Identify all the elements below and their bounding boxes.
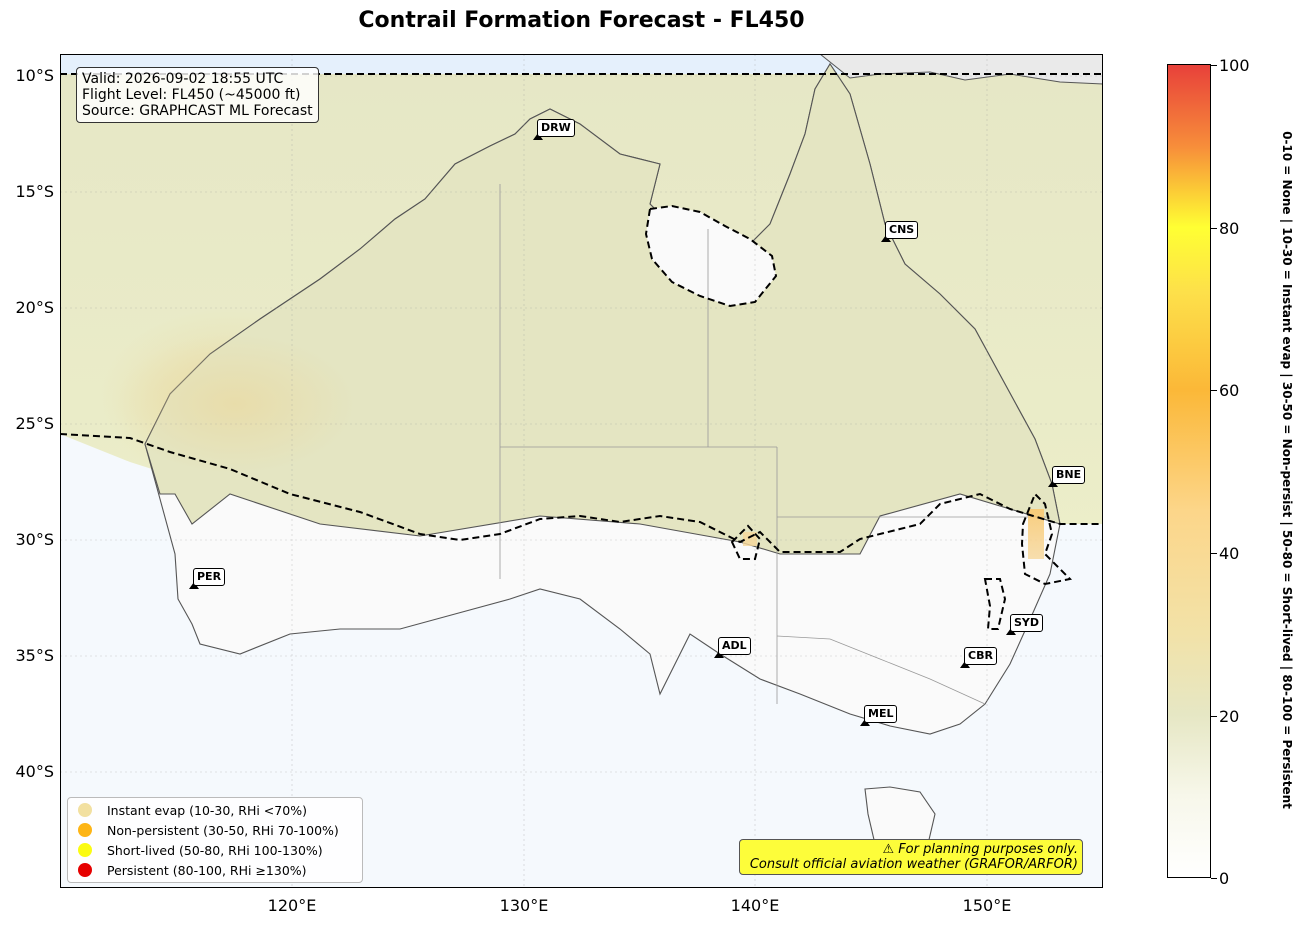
disclaimer-box: ⚠ For planning purposes only. Consult of…: [739, 839, 1083, 875]
legend-label: Non-persistent (30-50, RHi 70-100%): [107, 822, 339, 838]
colorbar-tick-80: 80: [1211, 219, 1251, 238]
forecast-hotspot: [1028, 509, 1044, 559]
city-label: CBR: [964, 647, 997, 665]
legend-label: Persistent (80-100, RHi ≥130%): [107, 862, 307, 878]
lat-label-35s: 35°S: [15, 646, 54, 665]
map-legend: Instant evap (10-30, RHi <70%) Non-persi…: [67, 797, 363, 883]
legend-dot-icon: [78, 823, 92, 837]
city-label: PER: [193, 568, 226, 586]
flight-level: Flight Level: FL450 (~45000 ft): [82, 87, 301, 103]
disclaimer-line-2: Consult official aviation weather (GRAFO…: [749, 857, 1078, 872]
city-label: SYD: [1010, 614, 1044, 632]
gulf-of-carpentaria: [646, 206, 776, 306]
city-label: DRW: [537, 119, 575, 137]
lat-label-25s: 25°S: [15, 414, 54, 433]
colorbar-axis-label: 0-10 = None | 10-30 = Instant evap | 30-…: [1280, 131, 1294, 809]
australia-north-shading: [144, 62, 1061, 555]
legend-item: Instant evap (10-30, RHi <70%): [68, 800, 362, 820]
forecast-warm-land: [115, 334, 355, 474]
colorbar-gradient: [1168, 65, 1210, 877]
map-frame: [60, 54, 1103, 888]
legend-label: Short-lived (50-80, RHi 100-130%): [107, 842, 323, 858]
lat-label-30s: 30°S: [15, 530, 54, 549]
city-label: ADL: [718, 637, 751, 655]
disclaimer-line-1: ⚠ For planning purposes only.: [882, 842, 1079, 857]
city-label: BNE: [1052, 466, 1086, 484]
lat-label-40s: 40°S: [15, 762, 54, 781]
legend-label: Instant evap (10-30, RHi <70%): [107, 802, 307, 818]
valid-time: Valid: 2026-09-02 18:55 UTC: [82, 71, 284, 87]
lon-label-120e: 120°E: [267, 896, 317, 915]
legend-item: Persistent (80-100, RHi ≥130%): [68, 860, 362, 880]
legend-item: Short-lived (50-80, RHi 100-130%): [68, 840, 362, 860]
colorbar: [1167, 64, 1211, 878]
legend-dot-icon: [78, 843, 92, 857]
lat-label-15s: 15°S: [15, 182, 54, 201]
city-label: CNS: [885, 221, 919, 239]
legend-item: Non-persistent (30-50, RHi 70-100%): [68, 820, 362, 840]
colorbar-tick-100: 100: [1211, 56, 1251, 75]
gridlines: [60, 54, 1103, 888]
colorbar-tick-0: 0: [1211, 869, 1251, 888]
map-canvas[interactable]: [60, 54, 1103, 888]
lon-label-140e: 140°E: [730, 896, 780, 915]
data-source: Source: GRAPHCAST ML Forecast: [82, 103, 313, 119]
lat-label-10s: 10°S: [15, 66, 54, 85]
lon-label-130e: 130°E: [499, 896, 549, 915]
forecast-info-box: Valid: 2026-09-02 18:55 UTC Flight Level…: [76, 67, 319, 123]
chart-title: Contrail Formation Forecast - FL450: [358, 8, 805, 33]
lat-label-20s: 20°S: [15, 298, 54, 317]
colorbar-tick-40: 40: [1211, 544, 1251, 563]
state-borders: [499, 184, 1050, 705]
legend-dot-icon: [78, 863, 92, 877]
threshold-contours: [60, 73, 1103, 630]
colorbar-tick-60: 60: [1211, 381, 1251, 400]
colorbar-tick-20: 20: [1211, 707, 1251, 726]
city-label: MEL: [864, 705, 898, 723]
lon-label-150e: 150°E: [962, 896, 1012, 915]
legend-dot-icon: [78, 803, 92, 817]
